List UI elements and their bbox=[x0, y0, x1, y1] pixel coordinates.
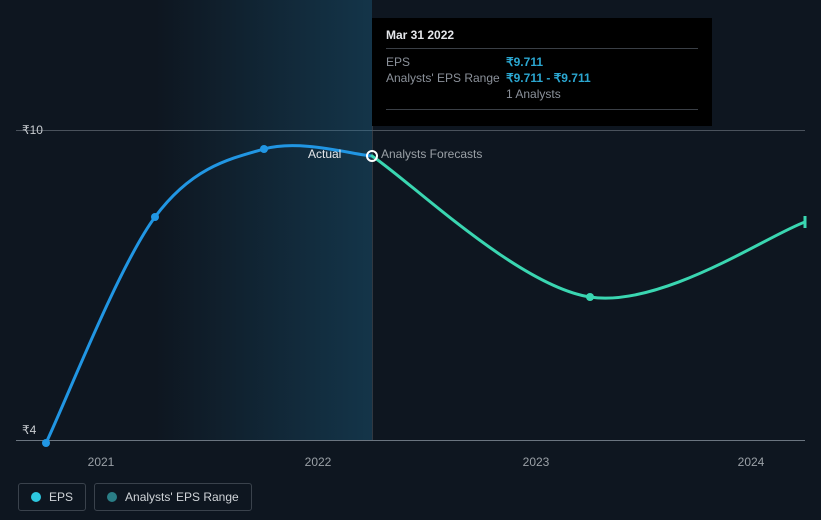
legend-label: Analysts' EPS Range bbox=[125, 490, 239, 504]
tooltip-row: Analysts' EPS Range ₹9.711 - ₹9.711 bbox=[386, 71, 698, 85]
tooltip-value: ₹9.711 - ₹9.711 bbox=[506, 71, 591, 85]
legend-item-eps[interactable]: EPS bbox=[18, 483, 86, 511]
legend-item-eps-range[interactable]: Analysts' EPS Range bbox=[94, 483, 252, 511]
chart-tooltip: Mar 31 2022 EPS ₹9.711 Analysts' EPS Ran… bbox=[372, 18, 712, 126]
eps-forecast-chart: ₹10 ₹4 2021 2022 2023 2024 Actual Analys… bbox=[0, 0, 821, 520]
tooltip-value: ₹9.711 bbox=[506, 55, 543, 69]
legend-swatch bbox=[31, 492, 41, 502]
legend-label: EPS bbox=[49, 490, 73, 504]
actual-gradient-band bbox=[155, 0, 372, 440]
actual-label: Actual bbox=[308, 147, 341, 161]
tooltip-key: EPS bbox=[386, 55, 506, 69]
legend-swatch bbox=[107, 492, 117, 502]
eps-forecast-markers bbox=[586, 293, 594, 301]
tooltip-date: Mar 31 2022 bbox=[386, 28, 698, 42]
tooltip-row: EPS ₹9.711 bbox=[386, 55, 698, 69]
eps-forecast-line bbox=[372, 156, 805, 298]
tooltip-divider bbox=[386, 109, 698, 110]
chart-legend: EPS Analysts' EPS Range bbox=[18, 483, 252, 511]
tooltip-key: Analysts' EPS Range bbox=[386, 71, 506, 85]
forecast-label: Analysts Forecasts bbox=[381, 147, 482, 161]
tooltip-subtext: 1 Analysts bbox=[506, 87, 698, 101]
tooltip-divider bbox=[386, 48, 698, 49]
